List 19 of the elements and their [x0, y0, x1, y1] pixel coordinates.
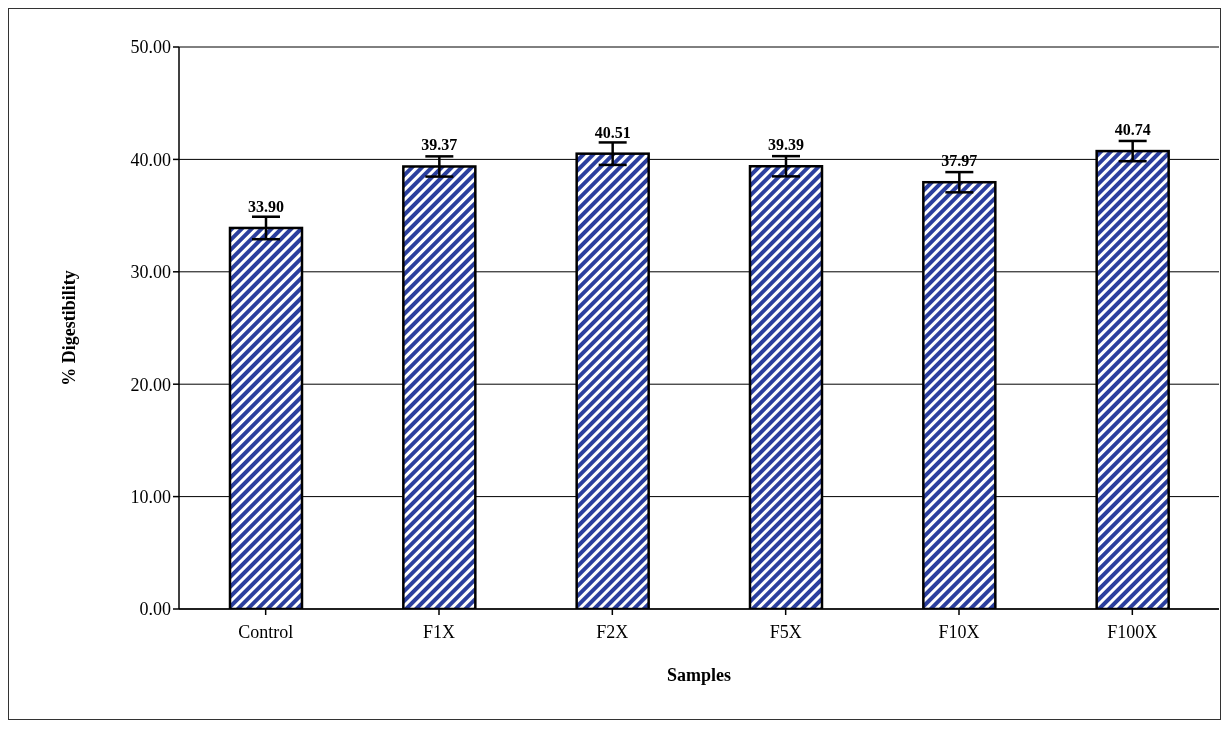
y-tick-label: 20.00 [130, 374, 171, 395]
y-tick-label: 30.00 [130, 262, 171, 283]
y-tick-label: 10.00 [130, 486, 171, 507]
data-label: 33.90 [248, 197, 284, 215]
x-tick-label: F10X [938, 621, 980, 642]
x-axis-title: Samples [666, 665, 732, 685]
x-tick-label: Control [238, 621, 294, 642]
data-label: 39.39 [768, 136, 804, 154]
y-tick-label: 0.00 [139, 599, 171, 620]
data-label: 39.37 [421, 136, 458, 154]
x-tick-label: F1X [422, 621, 456, 642]
y-tick-label: 50.00 [130, 37, 171, 58]
y-tick-label: 40.00 [130, 149, 171, 170]
x-tick-label: F5X [769, 621, 802, 642]
x-tick-label: F2X [596, 621, 629, 642]
x-tick-label: F100X [1107, 621, 1158, 642]
data-label: 40.51 [594, 123, 631, 141]
y-axis-title: % Digestibility [59, 270, 80, 386]
data-label: 40.74 [1114, 121, 1151, 139]
